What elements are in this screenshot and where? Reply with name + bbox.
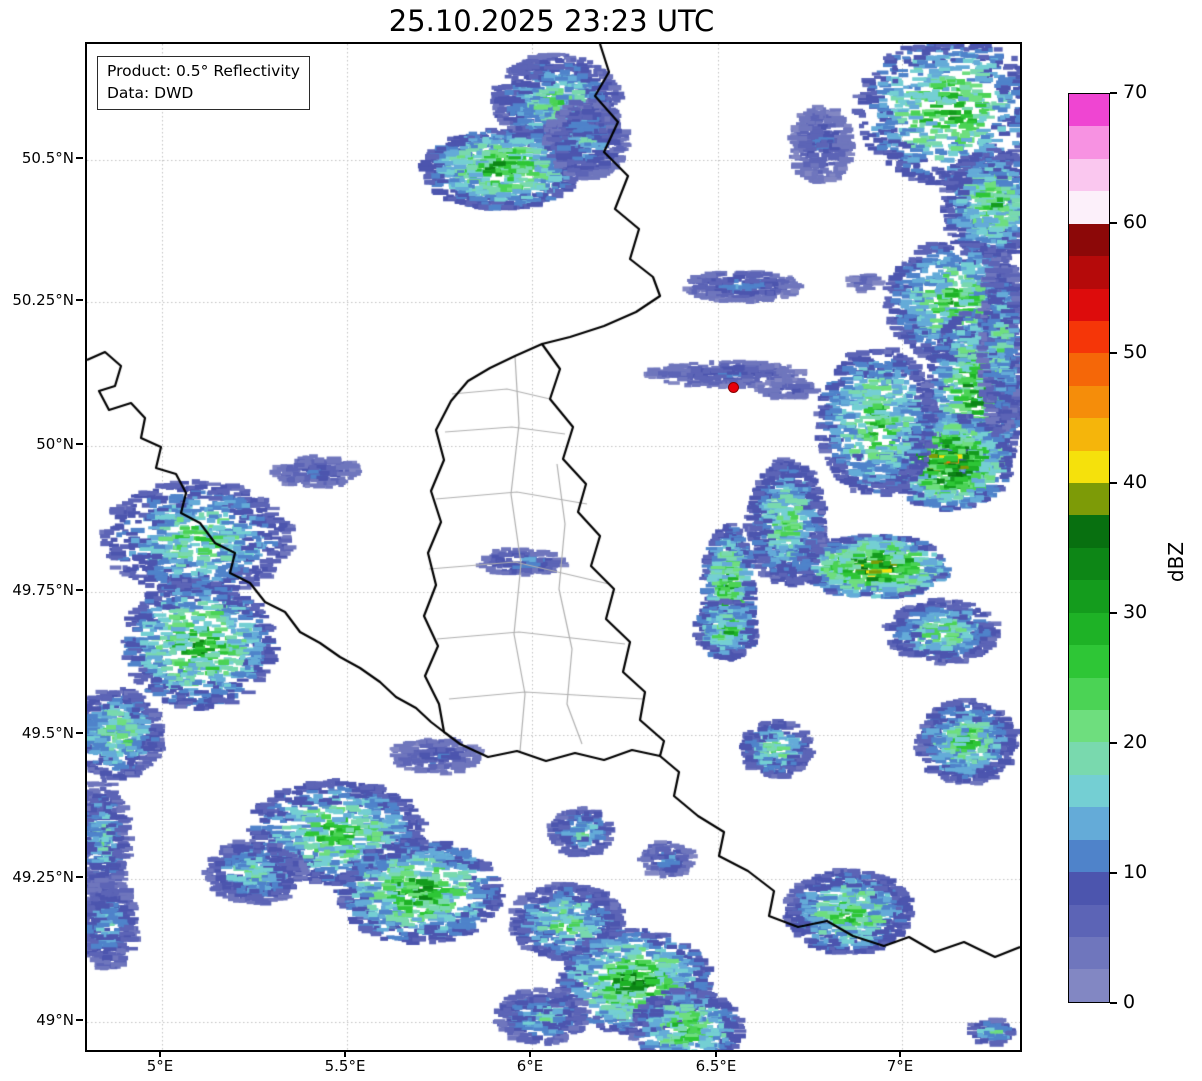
colorbar-tick-mark [1110, 612, 1117, 614]
colorbar-segment [1069, 872, 1109, 905]
colorbar-tick-label: 30 [1123, 601, 1148, 623]
colorbar-tick-mark [1110, 222, 1117, 224]
colorbar-segment [1069, 385, 1109, 419]
y-tick-label: 49.5°N [21, 724, 74, 743]
y-tick-mark [76, 732, 83, 734]
info-box: Product: 0.5° Reflectivity Data: DWD [97, 56, 310, 111]
x-tick-mark [159, 1050, 161, 1057]
y-tick-mark [76, 876, 83, 878]
colorbar-segment [1069, 969, 1109, 1002]
colorbar-segment [1069, 936, 1109, 970]
map-plot-area: Product: 0.5° Reflectivity Data: DWD [85, 42, 1022, 1052]
y-tick-mark [76, 157, 83, 159]
colorbar-segment [1069, 353, 1109, 386]
colorbar-axis-label: dBZ [1164, 541, 1188, 583]
colorbar-segment [1069, 580, 1109, 613]
colorbar-segment [1069, 742, 1109, 775]
colorbar-segment [1069, 418, 1109, 451]
y-tick-mark [76, 1019, 83, 1021]
colorbar-segment [1069, 223, 1109, 257]
colorbar [1068, 93, 1110, 1003]
x-tick-label: 5°E [146, 1057, 174, 1075]
colorbar-segment [1069, 677, 1109, 711]
colorbar-tick-label: 0 [1123, 991, 1136, 1013]
y-tick-label: 49°N [36, 1011, 74, 1030]
radar-canvas [87, 44, 1020, 1050]
colorbar-segment [1069, 94, 1109, 127]
x-tick-mark [715, 1050, 717, 1057]
colorbar-tick-mark [1110, 872, 1117, 874]
colorbar-tick-label: 10 [1123, 861, 1148, 883]
colorbar-tick-label: 70 [1123, 81, 1148, 103]
colorbar-segment [1069, 191, 1109, 224]
x-tick-label: 6.5°E [695, 1057, 737, 1075]
colorbar-segment [1069, 450, 1109, 484]
colorbar-segment [1069, 256, 1109, 289]
y-tick-label: 49.25°N [12, 867, 74, 886]
colorbar-tick-label: 40 [1123, 471, 1148, 493]
x-tick-mark [344, 1050, 346, 1057]
colorbar-segment [1069, 645, 1109, 678]
colorbar-segment [1069, 288, 1109, 321]
y-tick-label: 50.25°N [12, 291, 74, 310]
colorbar-tick-mark [1110, 742, 1117, 744]
info-product-line: Product: 0.5° Reflectivity [107, 62, 300, 80]
y-tick-label: 50°N [36, 434, 74, 453]
colorbar-segment [1069, 710, 1109, 743]
y-tick-mark [76, 589, 83, 591]
x-tick-label: 6°E [516, 1057, 544, 1075]
x-tick-label: 5.5°E [324, 1057, 366, 1075]
colorbar-segment [1069, 904, 1109, 937]
colorbar-segment [1069, 158, 1109, 192]
colorbar-segment [1069, 612, 1109, 646]
x-tick-mark [529, 1050, 531, 1057]
colorbar-segment [1069, 774, 1109, 808]
colorbar-tick-mark [1110, 1002, 1117, 1004]
colorbar-segment [1069, 320, 1109, 354]
colorbar-tick-label: 50 [1123, 341, 1148, 363]
colorbar-segment [1069, 126, 1109, 159]
x-tick-label: 7°E [886, 1057, 914, 1075]
info-data-line: Data: DWD [107, 83, 194, 102]
x-tick-mark [899, 1050, 901, 1057]
colorbar-segment [1069, 839, 1109, 873]
colorbar-tick-label: 20 [1123, 731, 1148, 753]
y-tick-label: 50.5°N [21, 148, 74, 167]
colorbar-tick-label: 60 [1123, 211, 1148, 233]
colorbar-tick-mark [1110, 92, 1117, 94]
y-tick-mark [76, 299, 83, 301]
colorbar-segment [1069, 547, 1109, 581]
colorbar-tick-mark [1110, 482, 1117, 484]
colorbar-tick-mark [1110, 352, 1117, 354]
y-tick-mark [76, 443, 83, 445]
colorbar-segment [1069, 483, 1109, 516]
location-marker [728, 381, 740, 393]
figure-title: 25.10.2025 23:23 UTC [388, 4, 715, 38]
colorbar-segment [1069, 807, 1109, 840]
colorbar-segment [1069, 515, 1109, 548]
y-tick-label: 49.75°N [12, 580, 74, 599]
